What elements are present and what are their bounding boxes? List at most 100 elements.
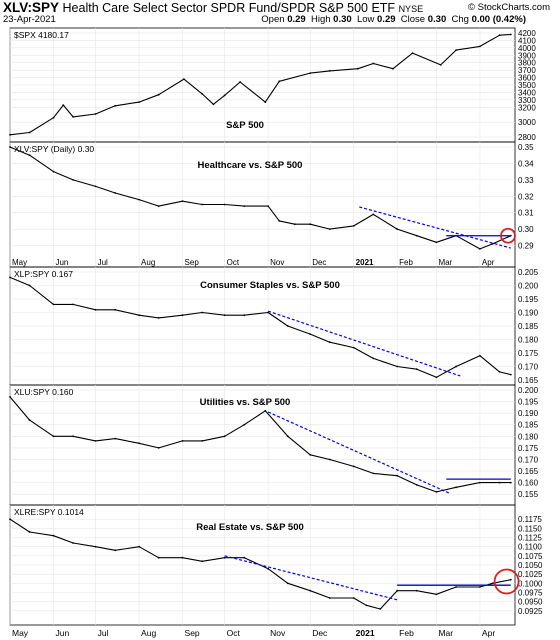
data-point [491, 582, 494, 585]
data-point [223, 556, 226, 559]
data-point [94, 440, 97, 442]
panel-annotation: Consumer Staples vs. S&P 500 [200, 280, 340, 291]
y-tick-label: 4100 [518, 36, 536, 45]
data-point [114, 549, 117, 552]
data-point [372, 62, 375, 65]
data-point [479, 45, 481, 48]
y-tick-label: 0.175 [518, 444, 539, 453]
data-point [415, 368, 418, 371]
y-tick-label: 3600 [518, 74, 536, 83]
data-point [286, 582, 289, 585]
data-point [479, 586, 481, 588]
data-point [328, 70, 331, 72]
data-point [9, 146, 11, 148]
data-point [62, 104, 65, 106]
legend-label: XLRE:SPY 0.1014 [14, 507, 84, 517]
data-point [201, 93, 204, 95]
month-tick-label: Apr [482, 258, 495, 267]
ticker-symbol: XLV:SPY [3, 0, 60, 15]
data-point [201, 311, 204, 314]
data-point [183, 78, 185, 80]
data-point [509, 481, 512, 484]
chart-date: 23-Apr-2021 [3, 14, 56, 25]
data-point [435, 241, 438, 244]
y-tick-label: 0.175 [518, 349, 539, 358]
data-point [278, 220, 281, 222]
data-point [181, 314, 184, 317]
data-point [52, 170, 55, 173]
y-tick-label: 0.190 [518, 309, 539, 318]
month-tick-label: Aug [141, 258, 155, 267]
data-point [243, 423, 246, 426]
y-tick-label: 0.0950 [518, 598, 543, 607]
data-point [94, 185, 97, 188]
data-point [352, 225, 355, 227]
data-point [94, 545, 97, 548]
y-tick-label: 0.1175 [518, 515, 542, 524]
highlight-circle [493, 568, 520, 595]
data-point [94, 308, 97, 311]
y-tick-label: 0.170 [518, 455, 539, 464]
data-point [352, 346, 355, 349]
data-point [201, 560, 204, 563]
data-point [181, 200, 184, 203]
x-axis-month-label: Oct [227, 628, 241, 638]
y-tick-label: 0.155 [518, 490, 539, 499]
data-point [455, 586, 457, 588]
y-tick-label: 3000 [518, 118, 536, 127]
data-point [72, 435, 74, 438]
month-tick-label: 2021 [356, 258, 374, 267]
y-tick-label: 0.190 [518, 409, 539, 418]
data-point [264, 409, 267, 412]
data-point [28, 284, 31, 287]
series-line [9, 276, 511, 378]
data-point [114, 192, 117, 194]
data-point [114, 437, 117, 440]
data-point [365, 604, 368, 607]
data-point [223, 203, 226, 206]
data-point [415, 234, 418, 237]
y-tick-label: 0.1025 [518, 570, 543, 579]
dashed-trendline [359, 206, 511, 249]
data-point [372, 357, 375, 360]
data-point [435, 376, 438, 379]
x-axis-month-label: Sep [185, 628, 200, 638]
data-point [328, 597, 331, 599]
x-axis-month-label: Nov [270, 628, 286, 638]
data-point [396, 474, 399, 477]
highlight-circle [500, 227, 516, 244]
legend-label: XLV:SPY (Daily) 0.30 [14, 144, 94, 154]
x-axis-month-label: Dec [312, 628, 328, 638]
series-line [9, 396, 511, 493]
y-tick-label: 0.1125 [518, 534, 542, 543]
x-axis-month-label: Jun [55, 628, 69, 638]
data-point [267, 311, 269, 314]
y-tick-label: 0.200 [518, 386, 539, 395]
series-line [9, 518, 511, 610]
data-point [138, 198, 141, 201]
y-tick-label: 0.185 [518, 421, 539, 430]
y-tick-label: 3700 [518, 66, 536, 75]
data-point [372, 213, 375, 216]
y-tick-label: 0.30 [518, 225, 534, 234]
data-point [201, 203, 204, 206]
data-point [264, 101, 267, 103]
series-line [9, 146, 512, 250]
data-point [181, 556, 184, 559]
data-point [309, 589, 312, 592]
y-tick-label: 0.195 [518, 295, 539, 304]
data-point [181, 440, 184, 442]
data-point [28, 154, 31, 157]
data-point [223, 94, 226, 97]
y-tick-label: 3800 [518, 59, 536, 68]
data-point [9, 276, 11, 279]
y-tick-label: 2800 [518, 133, 536, 142]
data-point [28, 531, 31, 533]
data-point [396, 365, 399, 368]
y-tick-label: 0.1075 [518, 552, 543, 561]
data-point [286, 325, 289, 327]
data-point [72, 542, 74, 544]
data-point [352, 465, 355, 468]
data-point [72, 179, 74, 181]
